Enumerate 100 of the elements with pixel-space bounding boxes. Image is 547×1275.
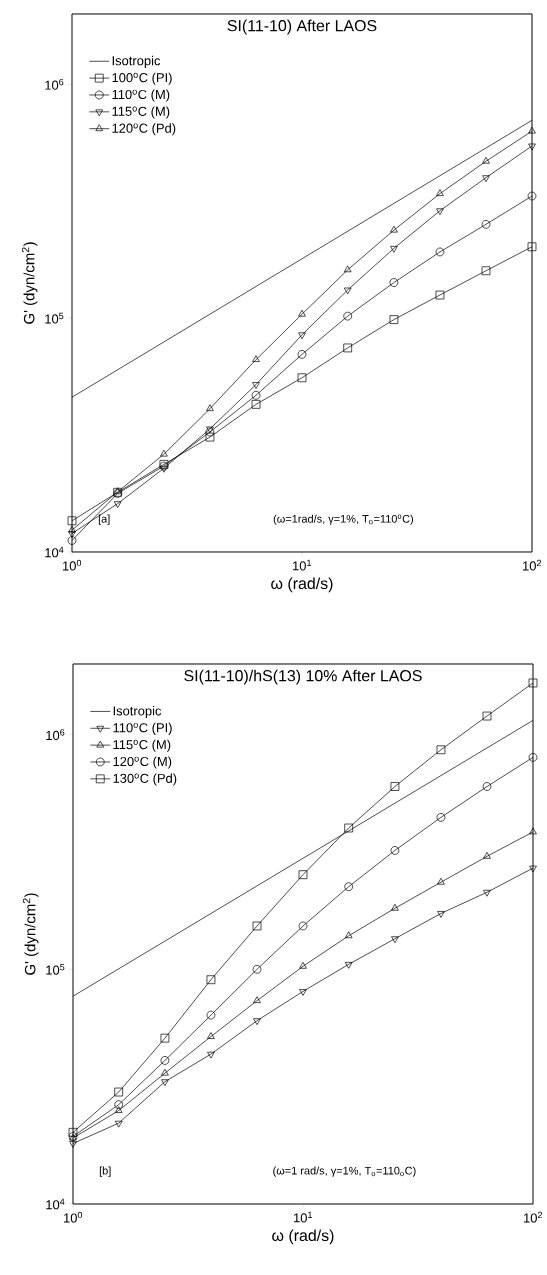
point xyxy=(114,1120,123,1128)
chart-title: SI(11-10) After LAOS xyxy=(227,19,377,35)
point xyxy=(482,711,492,721)
legend-label: 115$^{o}$C (M) xyxy=(112,106,170,119)
point xyxy=(344,823,354,833)
point xyxy=(298,921,308,931)
point xyxy=(437,877,445,885)
y-axis-title: G' (dyn/cm$^{2}$) xyxy=(21,242,38,324)
legend-label: Isotropic xyxy=(113,705,162,719)
point xyxy=(253,1018,261,1026)
point xyxy=(343,265,352,273)
legend-label: 100$^{o}$C (PI) xyxy=(112,72,172,85)
point xyxy=(68,1127,78,1137)
point xyxy=(113,501,122,508)
point xyxy=(251,390,261,400)
point xyxy=(252,382,260,389)
point xyxy=(529,827,537,835)
point xyxy=(252,921,262,931)
point xyxy=(251,400,261,409)
point xyxy=(68,531,76,538)
point xyxy=(252,964,262,974)
legend-label: 130$^{o}$C (Pd) xyxy=(113,773,177,786)
point xyxy=(161,1068,169,1076)
annotation: [a] xyxy=(98,514,110,525)
point xyxy=(69,1141,77,1148)
point xyxy=(389,278,399,287)
point xyxy=(436,813,446,822)
point xyxy=(527,191,537,201)
point xyxy=(344,931,353,939)
point xyxy=(206,1010,216,1020)
point xyxy=(253,996,261,1004)
point xyxy=(344,882,354,891)
point xyxy=(483,851,491,859)
x-tick-label: 10$^{1}$ xyxy=(293,559,312,571)
point xyxy=(343,311,353,321)
point xyxy=(436,189,444,196)
point xyxy=(298,332,306,340)
point xyxy=(389,315,399,324)
point xyxy=(205,432,215,442)
point xyxy=(481,219,491,229)
point xyxy=(481,266,491,276)
point xyxy=(483,889,491,897)
point xyxy=(67,516,77,526)
y-tick-label: 10$^{4}$ xyxy=(46,1198,65,1210)
legend-label: 110$^{o}$C (PI) xyxy=(113,722,172,735)
point xyxy=(482,782,492,791)
point xyxy=(299,989,307,996)
x-axis-title: ω (rad/s) xyxy=(271,577,333,593)
point xyxy=(206,975,216,985)
point xyxy=(114,1100,124,1109)
legend-label: 120$^{o}$C (Pd) xyxy=(112,123,176,136)
point xyxy=(298,870,308,880)
point xyxy=(207,1051,215,1059)
annotation: (ω=1rad/s, γ=1%, T$_{o}$=110$^{o}$C) xyxy=(273,514,414,525)
point xyxy=(343,343,353,353)
y-tick-label: 10$^{5}$ xyxy=(46,963,65,975)
point xyxy=(252,355,260,362)
chart-title: SI(11-10)/hS(13) 10% After LAOS xyxy=(184,669,422,685)
point xyxy=(528,753,538,762)
point xyxy=(160,465,168,473)
point xyxy=(528,678,538,688)
point xyxy=(114,1087,124,1097)
point xyxy=(435,290,445,300)
x-tick-label: 10$^{0}$ xyxy=(64,1211,83,1223)
y-tick-label: 10$^{4}$ xyxy=(45,546,64,558)
point xyxy=(67,536,77,545)
point xyxy=(298,309,306,317)
annotation: [b] xyxy=(99,1166,111,1177)
point xyxy=(527,242,537,252)
point xyxy=(160,1056,170,1065)
x-axis-title: ω (rad/s) xyxy=(272,1229,334,1245)
point xyxy=(207,1032,215,1039)
point xyxy=(528,126,536,134)
point xyxy=(160,1033,170,1043)
point xyxy=(391,903,399,911)
x-tick-label: 10$^{2}$ xyxy=(524,1211,543,1223)
point xyxy=(344,961,353,969)
point xyxy=(297,373,307,383)
x-tick-label: 10$^{2}$ xyxy=(523,559,542,571)
y-tick-label: 10$^{6}$ xyxy=(46,729,65,741)
point xyxy=(436,208,444,216)
point xyxy=(390,782,400,791)
legend-label: 110$^{o}$C (M) xyxy=(112,89,170,102)
legend-label: 120$^{o}$C (M) xyxy=(113,756,172,769)
point xyxy=(482,156,490,164)
legend-label: 115$^{o}$C (M) xyxy=(113,739,171,752)
point xyxy=(390,846,400,855)
point xyxy=(482,175,490,183)
point xyxy=(529,865,537,873)
y-axis-title: G' (dyn/cm$^{2}$) xyxy=(22,893,39,975)
point xyxy=(299,961,307,969)
y-tick-label: 10$^{5}$ xyxy=(45,312,64,324)
x-tick-label: 10$^{0}$ xyxy=(63,559,82,571)
annotation: (ω=1 rad/s, γ=1%, T$_{o}$=110$_{o}$C) xyxy=(273,1166,416,1177)
point xyxy=(528,143,536,151)
point xyxy=(391,936,399,944)
point xyxy=(114,1106,123,1113)
point xyxy=(390,225,398,233)
x-tick-label: 10$^{1}$ xyxy=(294,1211,313,1223)
point xyxy=(343,287,352,295)
